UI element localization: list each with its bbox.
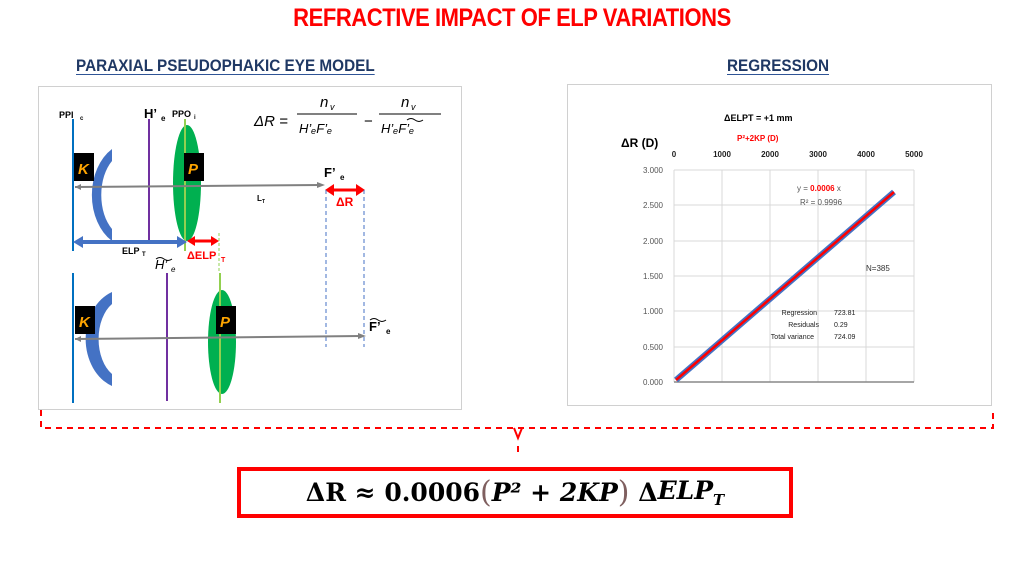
svg-text:0.000: 0.000 — [643, 378, 664, 387]
svg-text:1.000: 1.000 — [643, 307, 664, 316]
svg-text:H’: H’ — [144, 106, 157, 121]
svg-text:4000: 4000 — [857, 150, 875, 159]
fit-line — [675, 191, 895, 381]
svg-text:724.09: 724.09 — [834, 334, 856, 341]
svg-text:e: e — [161, 114, 166, 123]
svg-text:R² = 0.9996: R² = 0.9996 — [800, 198, 843, 207]
svg-text:c: c — [80, 116, 84, 122]
svg-text:Total variance: Total variance — [771, 334, 814, 341]
formula-box: ΔR ≈ 0.0006 (P² + 2KP) Δ ELPT — [237, 467, 793, 518]
regression-chart-panel: ΔELPT = +1 mm ΔR (D) P²+2KP (D) 0 1000 200… — [567, 84, 992, 406]
svg-text:−: − — [364, 113, 373, 130]
k-box — [74, 153, 94, 181]
svg-text:v: v — [330, 102, 335, 112]
svg-text:0.29: 0.29 — [834, 322, 848, 329]
formula-part-b: P² + 2KP — [491, 478, 618, 507]
svg-text:H’: H’ — [155, 257, 168, 272]
svg-text:T: T — [221, 257, 226, 264]
svg-text:H’ₑF’ₑ: H’ₑF’ₑ — [381, 121, 414, 136]
svg-text:n: n — [401, 94, 409, 111]
svg-text:3000: 3000 — [809, 150, 827, 159]
cornea-icon — [91, 149, 112, 241]
svg-text:2.000: 2.000 — [643, 237, 664, 246]
svg-text:y = 0.0006 x: y = 0.0006 x — [797, 184, 841, 193]
svg-text:H’ₑF’ₑ: H’ₑF’ₑ — [299, 121, 332, 136]
svg-text:N=385: N=385 — [866, 264, 890, 273]
svg-text:v: v — [411, 102, 416, 112]
svg-text:T: T — [262, 199, 265, 205]
svg-text:5000: 5000 — [905, 150, 923, 159]
svg-text:ΔELPT = +1 mm: ΔELPT = +1 mm — [724, 113, 793, 123]
svg-text:K: K — [78, 161, 90, 178]
svg-text:3.000: 3.000 — [643, 166, 664, 175]
svg-text:PPI: PPI — [59, 110, 74, 120]
svg-text:ΔR =: ΔR = — [253, 113, 288, 130]
eye-model-diagram: K P PPI c H’ e PPO i L T F’ e ΔR ELP T Δ… — [59, 94, 441, 403]
svg-text:e: e — [171, 265, 176, 274]
svg-text:Residuals: Residuals — [788, 322, 819, 329]
svg-text:P: P — [188, 161, 199, 178]
formula-part-a: ΔR ≈ 0.0006 — [305, 478, 481, 507]
svg-text:ΔELP: ΔELP — [187, 250, 216, 262]
svg-text:2000: 2000 — [761, 150, 779, 159]
svg-text:ΔR (D): ΔR (D) — [621, 136, 658, 150]
svg-text:e: e — [386, 327, 391, 336]
svg-text:L: L — [257, 194, 262, 203]
svg-text:i: i — [194, 115, 196, 121]
svg-text:P²+2KP (D): P²+2KP (D) — [737, 134, 779, 143]
svg-text:n: n — [320, 94, 328, 111]
svg-text:723.81: 723.81 — [834, 310, 856, 317]
svg-text:PPO: PPO — [172, 109, 191, 119]
svg-text:0.500: 0.500 — [643, 343, 664, 352]
svg-text:P: P — [220, 314, 231, 331]
page-title: REFRACTIVE IMPACT OF ELP VARIATIONS — [293, 4, 731, 32]
svg-text:F’: F’ — [324, 165, 336, 180]
regression-heading: REGRESSION — [727, 56, 830, 75]
svg-text:Regression: Regression — [782, 310, 818, 317]
eye-model-heading: PARAXIAL PSEUDOPHAKIC EYE MODEL — [76, 56, 375, 75]
svg-text:ΔR: ΔR — [336, 195, 354, 209]
eye-model-panel: K P PPI c H’ e PPO i L T F’ e ΔR ELP T Δ… — [38, 86, 462, 410]
svg-text:F’: F’ — [369, 319, 381, 334]
svg-text:1.500: 1.500 — [643, 272, 664, 281]
svg-text:T: T — [142, 252, 146, 258]
svg-text:e: e — [340, 173, 345, 182]
svg-text:ELP: ELP — [122, 246, 140, 256]
p-box — [184, 153, 204, 181]
regression-chart: ΔELPT = +1 mm ΔR (D) P²+2KP (D) 0 1000 200… — [621, 113, 923, 387]
svg-text:K: K — [79, 314, 91, 331]
svg-text:2.500: 2.500 — [643, 201, 664, 210]
svg-text:0: 0 — [672, 150, 677, 159]
svg-text:1000: 1000 — [713, 150, 731, 159]
